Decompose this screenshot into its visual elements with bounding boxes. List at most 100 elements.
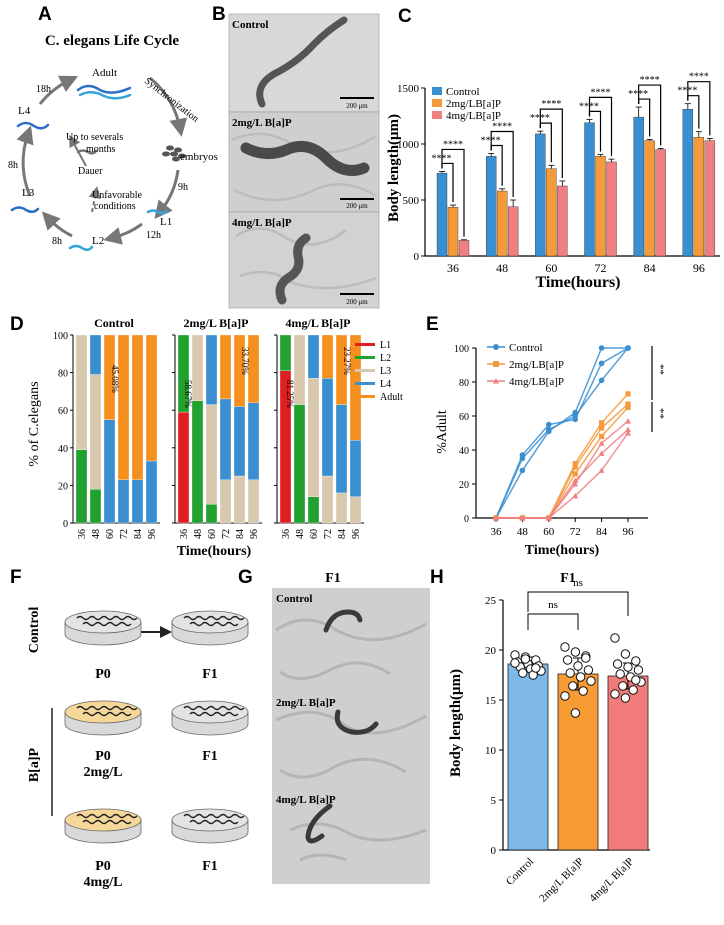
- d-stack-segment: [321, 334, 334, 379]
- h-ytick-label: 15: [485, 695, 497, 707]
- e-point: [546, 421, 552, 428]
- c-legend-label: 2mg/LB[a]P: [446, 98, 501, 110]
- c-sig-bracket: [441, 162, 454, 203]
- h-data-point: [565, 668, 575, 678]
- h-data-point: [510, 658, 520, 668]
- h-data-point: [560, 642, 570, 652]
- e-legend-marker: [493, 378, 499, 384]
- d-xtick-label: 48: [193, 529, 204, 539]
- d-stack-segment: [89, 334, 102, 375]
- worm-squiggle: [195, 813, 209, 819]
- d-stack-segment: [307, 334, 320, 379]
- worm-4mg: [275, 233, 311, 305]
- g-label-2mg: 2mg/L B[a]P: [276, 697, 336, 709]
- f-p0-2mg: P0: [95, 749, 111, 764]
- worm-squiggle: [213, 711, 227, 717]
- d-stack-segment: [219, 398, 232, 480]
- c-sig-bracket: [441, 148, 465, 237]
- stage-l3: L3: [22, 187, 35, 199]
- h-xtick-label: Control: [504, 856, 536, 888]
- d-group-title: 4mg/L B[a]P: [286, 316, 351, 330]
- d-xtick-label: 60: [309, 529, 320, 539]
- d-xtick-label: 48: [295, 529, 306, 539]
- f-dose-4mg: 4mg/L: [84, 875, 123, 890]
- stage-l1: L1: [160, 216, 172, 228]
- e-point: [572, 416, 578, 423]
- worm-squiggle: [124, 615, 138, 621]
- c-sig-label: ****: [541, 99, 561, 110]
- d-note: 45.08%: [110, 365, 120, 393]
- worm-squiggle: [82, 711, 96, 717]
- worm-squiggle: [106, 621, 120, 627]
- stage-l2: L2: [92, 235, 104, 247]
- panel-label-e: E: [426, 314, 439, 335]
- panel-a-lifecycle: C. elegans Life Cycle Adult Synchronizat…: [8, 33, 218, 251]
- d-xtick-label: 72: [119, 529, 130, 539]
- panel-f-schematic: Control B[a]P P0 F1 P0 2mg/L F1 P0 4mg/L…: [27, 607, 249, 890]
- worm-squiggle: [76, 813, 90, 819]
- d-stack-segment: [279, 334, 292, 371]
- time-12h: 12h: [146, 230, 161, 241]
- e-point: [493, 515, 499, 521]
- h-data-point: [610, 689, 620, 699]
- h-data-point: [570, 647, 581, 657]
- worm-squiggle: [201, 819, 215, 825]
- d-stack-segment: [75, 334, 88, 450]
- c-bar: [595, 156, 606, 257]
- h-bar: [557, 673, 599, 851]
- time-18h: 18h: [36, 84, 51, 95]
- up-to-line1: Up to severals: [66, 132, 123, 143]
- f-p0-control: P0: [95, 667, 111, 682]
- c-sig-label: ****: [640, 75, 660, 86]
- worm-squiggle: [112, 705, 126, 711]
- c-bar: [535, 133, 546, 257]
- dauer-arrow-in: [88, 186, 101, 213]
- f-bap-label: B[a]P: [27, 747, 42, 782]
- d-xtick-label: 84: [235, 529, 246, 539]
- e-series-line: [496, 420, 629, 519]
- d-ytick-label: 20: [58, 481, 68, 492]
- panel-label-g: G: [238, 567, 253, 588]
- e-ytick-label: 40: [459, 446, 469, 457]
- worm-squiggle: [106, 819, 120, 825]
- d-legend-swatch: [355, 382, 375, 385]
- e-point: [598, 377, 605, 384]
- f-f1-control: F1: [202, 667, 218, 682]
- worm-squiggle: [201, 711, 215, 717]
- e-xtick-label: 48: [517, 526, 529, 538]
- f-dose-2mg: 2mg/L: [84, 765, 123, 780]
- e-xtick-label: 60: [543, 526, 555, 538]
- worm-squiggle: [183, 615, 197, 621]
- dish-top: [171, 700, 249, 724]
- h-data-point: [618, 681, 628, 691]
- stage-dauer: Dauer: [78, 166, 103, 177]
- e-xtick-label: 72: [570, 526, 581, 538]
- h-data-point: [620, 693, 631, 703]
- dish-2mg-f1: [171, 700, 249, 736]
- worm-squiggle: [189, 711, 203, 717]
- time-8h-a: 8h: [8, 160, 18, 171]
- h-xtick-label: 2mg/L B[a]P: [537, 856, 586, 905]
- e-ytick-label: 60: [459, 412, 469, 423]
- e-sig-label: **: [654, 408, 666, 419]
- d-stack-segment: [89, 374, 102, 490]
- h-data-point: [581, 653, 591, 663]
- worm-squiggle: [183, 705, 197, 711]
- worm-squiggle: [219, 705, 233, 711]
- c-sig-bracket: [638, 84, 662, 146]
- e-point: [625, 391, 631, 397]
- worm-squiggle: [225, 621, 239, 627]
- c-legend-swatch: [432, 99, 442, 107]
- h-ytick-label: 5: [491, 795, 497, 807]
- dish-control-f1: [171, 610, 249, 646]
- h-ylabel: Body length(μm): [448, 669, 464, 777]
- cycle-arrow-l4-adult: [38, 75, 79, 105]
- c-sig-label: ****: [432, 153, 452, 164]
- d-stack-segment: [335, 404, 348, 494]
- d-stack-segment: [219, 479, 232, 524]
- d-stack-segment: [335, 492, 348, 524]
- d-stack-segment: [307, 378, 320, 497]
- c-legend-label: 4mg/LB[a]P: [446, 110, 501, 122]
- cycle-arrow-sync: [149, 76, 188, 137]
- h-xtick-label: 4mg/L B[a]P: [587, 856, 636, 905]
